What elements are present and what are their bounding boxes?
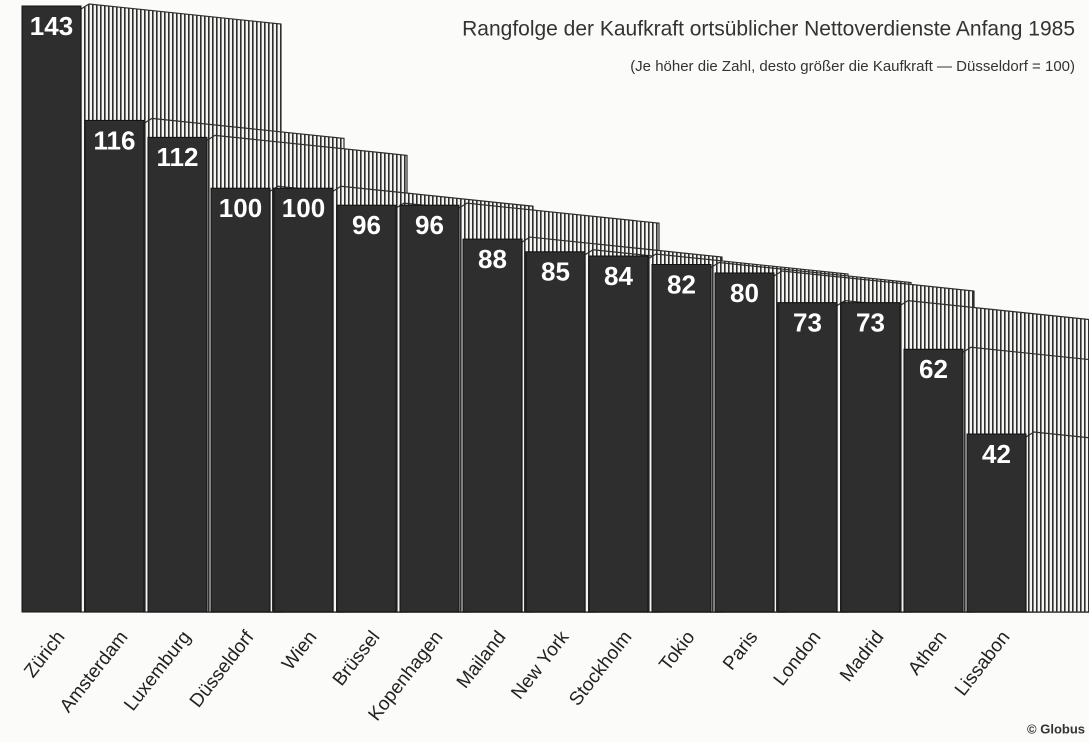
bar [211,188,270,612]
source: © Globus [1027,721,1085,736]
value-label: 84 [604,261,633,291]
bar [85,120,144,612]
bar [400,205,459,612]
value-label: 42 [982,439,1011,469]
bar [715,273,774,612]
value-label: 96 [352,210,381,240]
x-tick-label: Madrid [836,627,888,686]
chart-subtitle: (Je höher die Zahl, desto größer die Kau… [630,58,1075,75]
x-tick-label: Lissabon [951,627,1014,700]
x-tick-label: Brüssel [329,627,385,690]
x-tick-label: Athen [904,627,951,679]
x-tick-label: Mailand [453,627,511,692]
x-tick-label: Zürich [20,627,69,682]
x-tick-label: Düsseldorf [186,627,259,712]
x-tick-label: London [770,627,826,690]
bar [652,265,711,612]
chart-title: Rangfolge der Kaufkraft ortsüblicher Net… [462,18,1075,41]
x-tick-label: Tokio [656,627,700,675]
x-tick-label: New York [507,627,573,704]
x-tick-label: Stockholm [565,627,636,710]
bar [526,252,585,612]
value-label: 100 [219,193,262,223]
bar [904,349,963,612]
bar [337,205,396,612]
value-label: 73 [793,308,822,338]
bars: 143 116 112 100 100 96 96 88 85 84 82 80 73 73 62 42 [22,4,1089,612]
value-label: 80 [730,278,759,308]
bar-depth [1026,432,1089,612]
value-label: 112 [157,142,199,172]
value-label: 82 [667,269,696,299]
x-tick-label: Wien [278,627,321,674]
value-label: 143 [30,11,73,41]
value-label: 116 [94,125,136,155]
value-label: 73 [856,308,885,338]
bar [778,303,837,612]
value-label: 96 [415,210,444,240]
chart: 143 116 112 100 100 96 96 88 85 84 82 80 73 73 62 42 Ra… [0,0,1089,742]
bar [589,256,648,612]
bar [274,188,333,612]
bar [148,137,207,612]
value-label: 85 [541,257,570,287]
bar [463,239,522,612]
bar [841,303,900,612]
value-label: 88 [478,244,507,274]
x-tick-label: Paris [719,627,762,674]
value-label: 100 [282,193,325,223]
value-label: 62 [919,354,948,384]
bar [22,6,81,612]
